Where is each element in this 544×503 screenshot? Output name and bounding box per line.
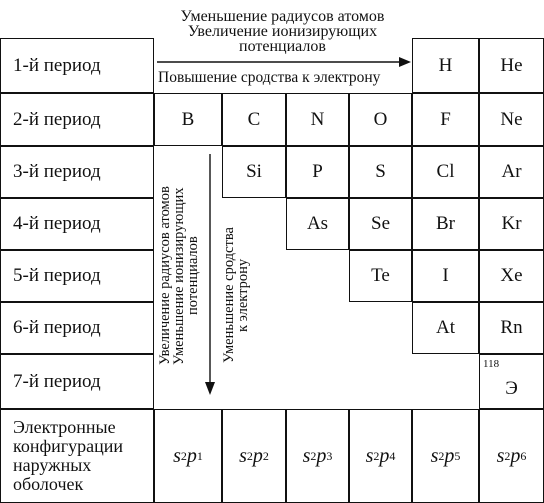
element-Si: Si [222, 146, 286, 198]
right-arrow-icon [157, 57, 411, 67]
left-annotation-potentials: потенциалов [185, 236, 201, 316]
config-s: s [239, 444, 247, 467]
element-C: C [222, 93, 286, 146]
element-Rn: Rn [479, 302, 544, 354]
left-annotation-radius: Увеличение радиусов атомов [157, 186, 173, 366]
element-S: S [349, 146, 412, 198]
top-annotation-radius: Уменьшение радиусов атомов [180, 8, 385, 25]
element-118-number: 118 [483, 358, 500, 370]
element-As: As [286, 198, 349, 250]
config-s: s [302, 444, 311, 467]
right-annotation-affinity: Уменьшение сродства [221, 227, 237, 363]
right-annotation: Уменьшение сродства к электрону [221, 205, 251, 385]
config-s: s [496, 444, 505, 467]
right-annotation-electron: к электрону [235, 258, 251, 332]
config-s-exp: 2 [438, 448, 445, 463]
period-label-1: 1-й период [0, 38, 154, 93]
config-s-exp: 2 [373, 448, 380, 463]
top-annotation-ionization: Увеличение ионизирующих [187, 23, 378, 40]
config-p-exp: 5 [454, 448, 461, 463]
config-p-exp: 3 [326, 448, 333, 463]
element-Ar: Ar [479, 146, 544, 198]
config-p-exp: 2 [262, 448, 269, 463]
element-O: O [349, 93, 412, 146]
element-Ne: Ne [479, 93, 544, 146]
period-label-7: 7-й период [0, 354, 154, 409]
config-label-line2: конфигурации [13, 436, 124, 456]
config-label-line3: наружных [13, 455, 92, 475]
element-B: B [154, 93, 222, 146]
top-annotation-potentials: потенциалов [239, 38, 326, 55]
element-Xe: Xe [479, 250, 544, 302]
config-s-exp: 2 [180, 448, 187, 463]
element-Cl: Cl [412, 146, 479, 198]
config-s-exp: 2 [310, 448, 317, 463]
config-label-line1: Электронные [13, 417, 116, 437]
config-s: s [173, 444, 181, 467]
element-H: H [412, 38, 479, 93]
element-Se: Se [349, 198, 412, 250]
element-I: I [412, 250, 479, 302]
config-p-exp: 6 [520, 448, 527, 463]
config-label: Электронные конфигурации наружных оболоч… [0, 409, 154, 503]
config-p-exp: 4 [389, 448, 396, 463]
config-s: s [365, 444, 374, 467]
element-At: At [412, 302, 479, 354]
element-Br: Br [412, 198, 479, 250]
config-p: p [316, 444, 327, 467]
element-118: Э [479, 354, 544, 409]
config-label-line4: оболочек [13, 474, 84, 494]
left-annotation: Увеличение радиусов атомов Уменьшение ио… [157, 156, 201, 396]
period-label-6: 6-й период [0, 302, 154, 354]
element-Te: Te [349, 250, 412, 302]
config-s: s [430, 444, 439, 467]
period-label-3: 3-й период [0, 146, 154, 198]
period-label-5: 5-й период [0, 250, 154, 302]
down-arrow-icon [205, 154, 215, 395]
period-label-2: 2-й период [0, 93, 154, 146]
element-Kr: Kr [479, 198, 544, 250]
left-annotation-ionization: Уменьшение ионизирующих [171, 187, 187, 365]
config-p: p [510, 444, 521, 467]
element-He: He [479, 38, 544, 93]
config-p: p [252, 444, 263, 467]
config-s-exp: 2 [246, 448, 253, 463]
config-p: p [379, 444, 390, 467]
config-s-exp: 2 [504, 448, 511, 463]
top-annotation-affinity: Повышение сродства к электрону [158, 69, 381, 86]
element-P: P [286, 146, 349, 198]
config-p-exp: 1 [196, 448, 203, 463]
element-N: N [286, 93, 349, 146]
period-label-4: 4-й период [0, 198, 154, 250]
config-p: p [444, 444, 455, 467]
element-F: F [412, 93, 479, 146]
config-p: p [186, 444, 197, 467]
